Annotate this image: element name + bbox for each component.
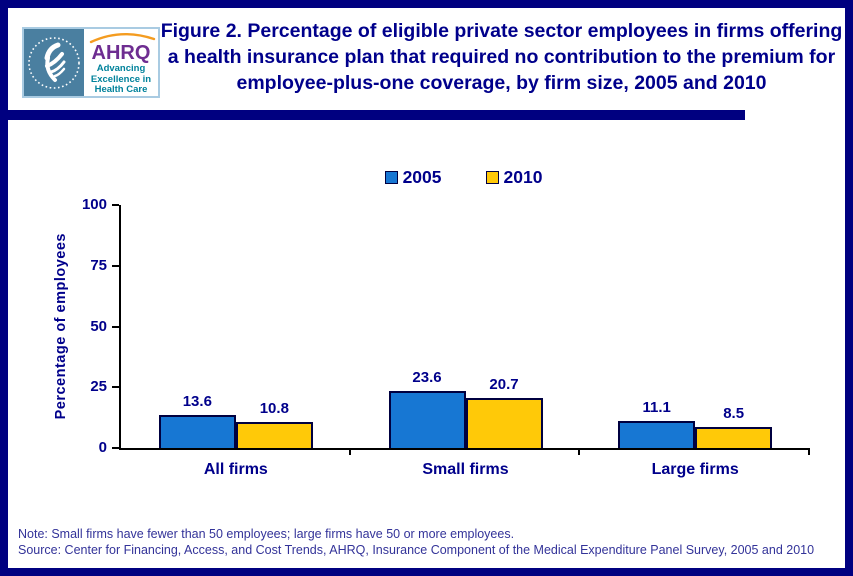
- tagline-line: Health Care: [94, 84, 148, 95]
- value-label: 10.8: [259, 399, 289, 417]
- plot-area: 0 25 50 75 100 All firms Small firms Large firm…: [82, 197, 810, 478]
- category-label: All firms: [203, 461, 268, 478]
- ahrq-wordmark-panel: AHRQ Advancing Excellence in Health Care: [84, 29, 158, 96]
- x-axis-tick: [348, 448, 351, 455]
- bar-2005-all-firms: [158, 414, 236, 448]
- header-divider-bar: [8, 110, 745, 120]
- value-label: 8.5: [723, 405, 745, 423]
- legend-label-2005: 2005: [402, 167, 442, 187]
- footer-notes: Note: Small firms have fewer than 50 emp…: [18, 527, 839, 558]
- y-tick: [112, 325, 119, 328]
- bar-2010-large-firms: [695, 427, 773, 448]
- hhs-eagle-icon: [28, 36, 80, 89]
- chart-legend: 2005 2010: [119, 167, 808, 188]
- legend-swatch-2005: [384, 171, 398, 184]
- y-tick: [112, 386, 119, 389]
- tagline-line: Excellence in: [90, 73, 152, 85]
- hhs-seal-panel: [24, 29, 84, 96]
- x-axis-tick: [808, 448, 810, 455]
- value-label: 13.6: [182, 392, 212, 410]
- category-label: Small firms: [422, 461, 509, 478]
- y-tick: [112, 264, 119, 267]
- y-tick-label: 100: [81, 196, 107, 213]
- ahrq-wordmark: AHRQ: [89, 32, 156, 63]
- note-text: Note: Small firms have fewer than 50 emp…: [18, 527, 515, 541]
- value-label: 23.6: [412, 368, 442, 386]
- swoosh-icon: [89, 32, 156, 44]
- legend-label-2010: 2010: [503, 167, 543, 187]
- y-tick-label: 0: [98, 439, 107, 456]
- ahrq-acronym: AHRQ: [92, 42, 151, 63]
- y-tick-label: 25: [90, 378, 107, 396]
- value-label: 20.7: [489, 375, 519, 393]
- tagline-line: Advancing: [96, 63, 146, 74]
- x-axis-tick: [578, 448, 581, 455]
- legend-item-2010: 2010: [485, 167, 543, 188]
- category-label: Large firms: [651, 461, 739, 478]
- value-label: 11.1: [642, 399, 671, 417]
- source-text: Source: Center for Financing, Access, an…: [18, 542, 815, 557]
- y-tick: [112, 447, 119, 449]
- figure-title: Figure 2. Percentage of eligible private…: [160, 20, 843, 94]
- ahrq-tagline: Advancing Excellence in Health Care: [90, 63, 152, 96]
- y-tick-label: 75: [90, 256, 107, 274]
- legend-item-2005: 2005: [384, 167, 442, 188]
- bar-2010-all-firms: [235, 421, 313, 448]
- bar-2010-small-firms: [465, 397, 543, 448]
- bar-2005-small-firms: [388, 390, 466, 448]
- bar-2005-large-firms: [618, 421, 696, 448]
- ahrq-logo: AHRQ Advancing Excellence in Health Care: [22, 27, 160, 98]
- legend-swatch-2010: [485, 171, 499, 184]
- y-tick: [112, 204, 119, 206]
- y-tick-label: 50: [90, 317, 107, 335]
